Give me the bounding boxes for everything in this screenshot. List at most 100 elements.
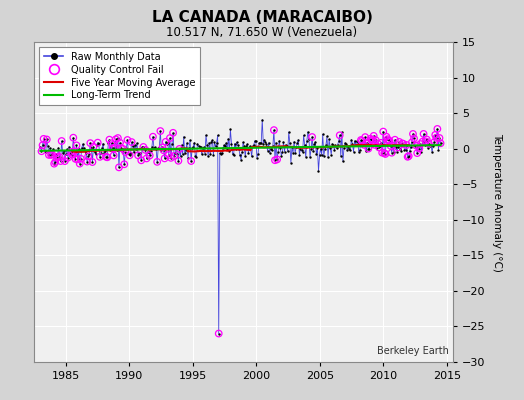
Point: [194, 143, 203, 149]
Point: [363, 140, 372, 146]
Point: [276, 145, 285, 151]
Point: [201, 151, 209, 157]
Point: [343, 147, 352, 154]
Point: [359, 142, 367, 149]
Point: [94, 140, 102, 146]
Point: [341, 140, 349, 146]
Point: [67, 149, 75, 155]
Point: [244, 150, 253, 156]
Point: [413, 150, 421, 156]
Point: [57, 158, 65, 164]
Point: [175, 146, 183, 152]
Point: [321, 146, 329, 152]
Point: [112, 136, 120, 142]
Point: [418, 138, 427, 145]
Point: [128, 143, 137, 149]
Point: [407, 143, 415, 150]
Point: [423, 144, 432, 151]
Point: [330, 147, 339, 154]
Point: [232, 146, 240, 152]
Point: [129, 149, 138, 156]
Point: [160, 155, 169, 162]
Point: [430, 139, 439, 145]
Point: [68, 152, 77, 158]
Point: [238, 149, 246, 155]
Point: [117, 145, 125, 151]
Point: [169, 130, 177, 136]
Point: [133, 140, 141, 146]
Point: [348, 141, 357, 147]
Point: [406, 148, 414, 154]
Point: [65, 144, 73, 150]
Point: [223, 146, 232, 152]
Point: [393, 148, 401, 155]
Point: [399, 141, 408, 147]
Point: [415, 145, 423, 152]
Point: [61, 158, 69, 164]
Point: [429, 143, 438, 149]
Point: [225, 148, 234, 154]
Point: [356, 146, 364, 153]
Point: [171, 150, 179, 157]
Point: [387, 143, 395, 149]
Point: [386, 138, 394, 144]
Point: [114, 135, 122, 141]
Point: [143, 155, 151, 162]
Point: [433, 126, 442, 132]
Point: [110, 152, 118, 159]
Point: [135, 150, 143, 156]
Point: [62, 151, 70, 158]
Point: [250, 138, 259, 144]
Point: [161, 139, 170, 145]
Point: [202, 132, 210, 138]
Point: [88, 159, 96, 165]
Point: [101, 148, 110, 154]
Point: [48, 151, 56, 158]
Point: [42, 136, 51, 143]
Point: [397, 147, 406, 154]
Point: [375, 144, 383, 151]
Point: [402, 142, 411, 148]
Point: [405, 153, 413, 159]
Legend: Raw Monthly Data, Quality Control Fail, Five Year Moving Average, Long-Term Tren: Raw Monthly Data, Quality Control Fail, …: [39, 47, 200, 105]
Point: [271, 157, 279, 164]
Point: [233, 139, 241, 146]
Point: [153, 159, 161, 165]
Point: [372, 137, 380, 144]
Point: [162, 141, 171, 147]
Point: [361, 134, 369, 140]
Point: [220, 142, 228, 148]
Point: [110, 152, 118, 159]
Point: [45, 152, 53, 158]
Point: [127, 139, 136, 145]
Point: [360, 142, 368, 148]
Point: [364, 146, 373, 152]
Point: [138, 144, 147, 150]
Point: [428, 148, 436, 155]
Point: [278, 149, 287, 156]
Point: [38, 142, 47, 148]
Point: [49, 146, 57, 152]
Point: [283, 148, 292, 154]
Point: [116, 140, 124, 146]
Point: [292, 144, 300, 151]
Point: [411, 143, 419, 149]
Point: [98, 145, 106, 152]
Point: [37, 148, 46, 154]
Point: [39, 136, 48, 142]
Point: [309, 148, 318, 155]
Point: [50, 160, 58, 167]
Point: [82, 150, 90, 156]
Point: [361, 134, 369, 140]
Point: [87, 144, 95, 151]
Point: [56, 154, 64, 160]
Point: [382, 134, 390, 140]
Point: [115, 164, 123, 170]
Point: [378, 150, 386, 156]
Point: [58, 138, 66, 144]
Point: [285, 129, 293, 135]
Point: [122, 145, 130, 151]
Point: [137, 157, 146, 164]
Point: [260, 137, 269, 143]
Point: [130, 142, 139, 148]
